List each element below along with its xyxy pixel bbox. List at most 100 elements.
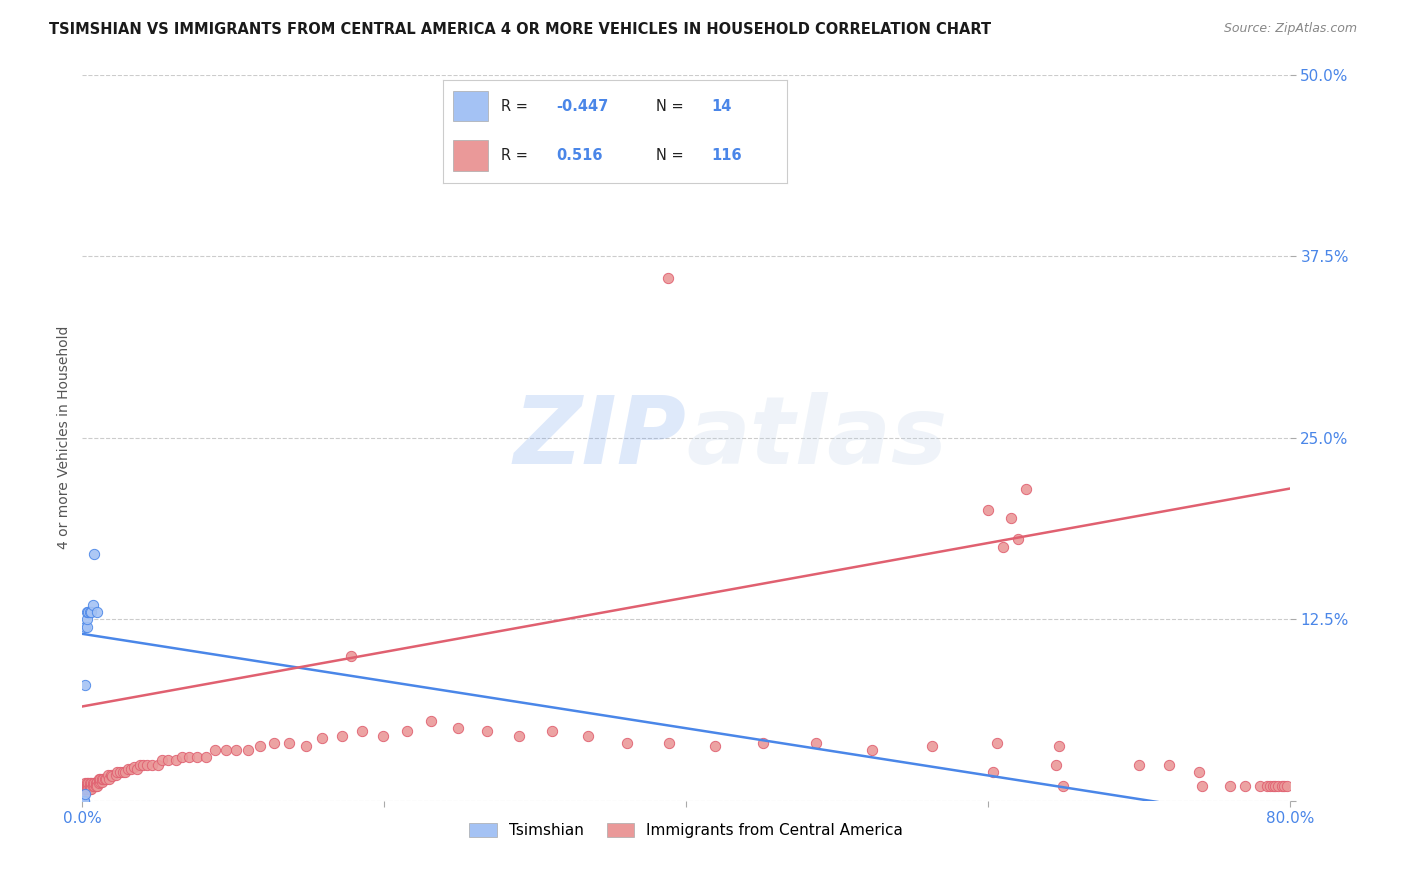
Point (991, 540, 1014, 554)
Point (100, 768, 122, 782)
Point (120, 762, 142, 776)
Point (87, 776, 110, 790)
Point (146, 757, 169, 772)
Point (76, 612, 98, 626)
Point (508, 729, 530, 743)
Point (981, 764, 1004, 779)
Point (330, 729, 353, 743)
Point (76, 619, 98, 633)
Point (75, 678, 97, 692)
Point (86, 780, 108, 794)
Point (125, 762, 148, 776)
Point (80, 776, 103, 790)
Point (96, 772, 118, 786)
Point (89, 772, 111, 786)
Point (921, 739, 943, 753)
Point (87, 772, 110, 786)
Point (475, 724, 498, 739)
Point (752, 736, 775, 750)
Point (128, 757, 150, 772)
Point (136, 757, 159, 772)
Point (76, 776, 98, 790)
Point (1264, 780, 1286, 794)
Point (294, 739, 316, 753)
Point (77, 780, 100, 794)
Point (420, 714, 443, 728)
Text: TSIMSHIAN VS IMMIGRANTS FROM CENTRAL AMERICA 4 OR MORE VEHICLES IN HOUSEHOLD COR: TSIMSHIAN VS IMMIGRANTS FROM CENTRAL AME… (49, 22, 991, 37)
Point (79, 776, 101, 790)
Point (204, 743, 226, 757)
Point (76, 605, 98, 619)
Point (1191, 780, 1213, 794)
Point (75, 780, 97, 794)
Point (1159, 757, 1181, 772)
Point (371, 729, 394, 743)
Point (658, 736, 681, 750)
FancyBboxPatch shape (453, 140, 488, 170)
Text: 116: 116 (711, 148, 742, 162)
Point (75, 776, 97, 790)
Point (98, 772, 121, 786)
Point (104, 768, 127, 782)
FancyBboxPatch shape (453, 91, 488, 121)
Point (73, 780, 96, 794)
Point (80, 605, 103, 619)
Point (225, 743, 247, 757)
Point (263, 736, 285, 750)
Point (340, 648, 363, 663)
Point (449, 126, 471, 140)
Text: R =: R = (502, 99, 529, 114)
Point (576, 729, 599, 743)
Point (79, 780, 101, 794)
Legend: Tsimshian, Immigrants from Central America: Tsimshian, Immigrants from Central Ameri… (463, 817, 910, 844)
Point (1263, 780, 1285, 794)
Point (1188, 764, 1211, 779)
Point (131, 757, 153, 772)
Point (657, 271, 679, 285)
Point (76, 782, 98, 797)
Point (170, 750, 193, 764)
Text: 14: 14 (711, 99, 733, 114)
Point (395, 724, 418, 739)
Point (79, 605, 101, 619)
Point (165, 753, 187, 767)
Point (114, 764, 136, 779)
Point (90, 772, 112, 786)
Point (112, 764, 135, 779)
Point (1047, 739, 1070, 753)
Point (238, 743, 260, 757)
Point (1218, 780, 1240, 794)
Text: 0.516: 0.516 (557, 148, 603, 162)
Point (93, 772, 115, 786)
Point (83, 776, 105, 790)
Point (278, 736, 301, 750)
Text: -0.447: -0.447 (557, 99, 609, 114)
Point (1275, 780, 1298, 794)
Point (75, 619, 97, 633)
Point (1271, 780, 1294, 794)
Point (215, 743, 238, 757)
Point (108, 764, 131, 779)
Point (1052, 780, 1074, 794)
Text: N =: N = (657, 99, 685, 114)
Point (82, 776, 104, 790)
Point (82, 780, 104, 794)
Point (986, 736, 1008, 750)
Point (447, 721, 470, 735)
Point (73, 794, 96, 808)
Text: Source: ZipAtlas.com: Source: ZipAtlas.com (1223, 22, 1357, 36)
Text: R =: R = (502, 148, 529, 162)
Point (86, 775, 108, 789)
Point (1267, 780, 1289, 794)
Point (84, 780, 107, 794)
Point (97, 768, 120, 782)
Point (117, 762, 139, 776)
Point (86, 605, 108, 619)
Point (105, 764, 128, 779)
Point (75, 782, 97, 797)
Point (75, 787, 97, 801)
Point (80, 780, 103, 794)
Point (94, 772, 117, 786)
Point (1256, 780, 1278, 794)
Point (77, 605, 100, 619)
